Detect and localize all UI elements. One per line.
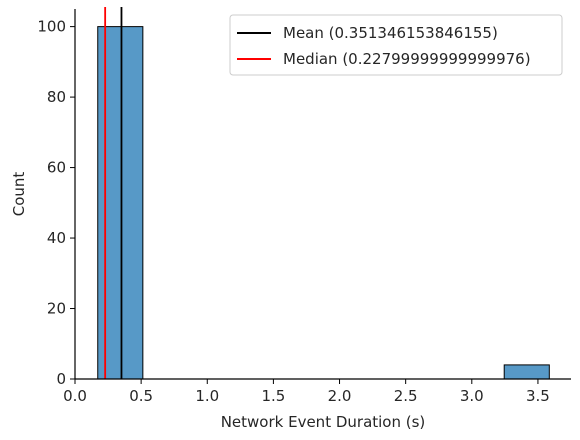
legend-box <box>229 14 563 76</box>
x-tick-label: 0.5 <box>129 387 153 405</box>
x-tick-label: 1.0 <box>195 387 219 405</box>
x-tick-label: 2.5 <box>394 387 418 405</box>
x-ticks: 0.0 0.5 1.0 1.5 2.0 2.5 3.0 3.5 <box>63 379 550 405</box>
reference-lines-layer <box>104 7 123 379</box>
y-axis-label: Count <box>10 172 28 217</box>
x-axis-label: Network Event Duration (s) <box>221 413 426 431</box>
legend: Mean (0.351346153846155) Median (0.22799… <box>229 14 563 76</box>
y-tick-label: 60 <box>47 159 66 177</box>
axes-layer <box>74 9 571 380</box>
legend-label-median: Median (0.22799999999999976) <box>283 50 531 68</box>
y-tick-label: 100 <box>37 18 66 36</box>
histogram-bar-1 <box>503 364 550 380</box>
bars-layer <box>97 26 550 380</box>
x-tick-label: 2.0 <box>328 387 352 405</box>
y-tick-label: 80 <box>47 88 66 106</box>
y-tick-label: 40 <box>47 229 66 247</box>
x-tick-label: 3.5 <box>526 387 550 405</box>
y-tick-label: 20 <box>47 300 66 318</box>
x-tick-label: 3.0 <box>460 387 484 405</box>
x-tick-label: 1.5 <box>261 387 285 405</box>
y-ticks: 0 20 40 60 80 100 <box>37 18 75 388</box>
x-tick-label: 0.0 <box>63 387 87 405</box>
legend-label-mean: Mean (0.351346153846155) <box>283 24 498 42</box>
y-tick-label: 0 <box>56 370 66 388</box>
